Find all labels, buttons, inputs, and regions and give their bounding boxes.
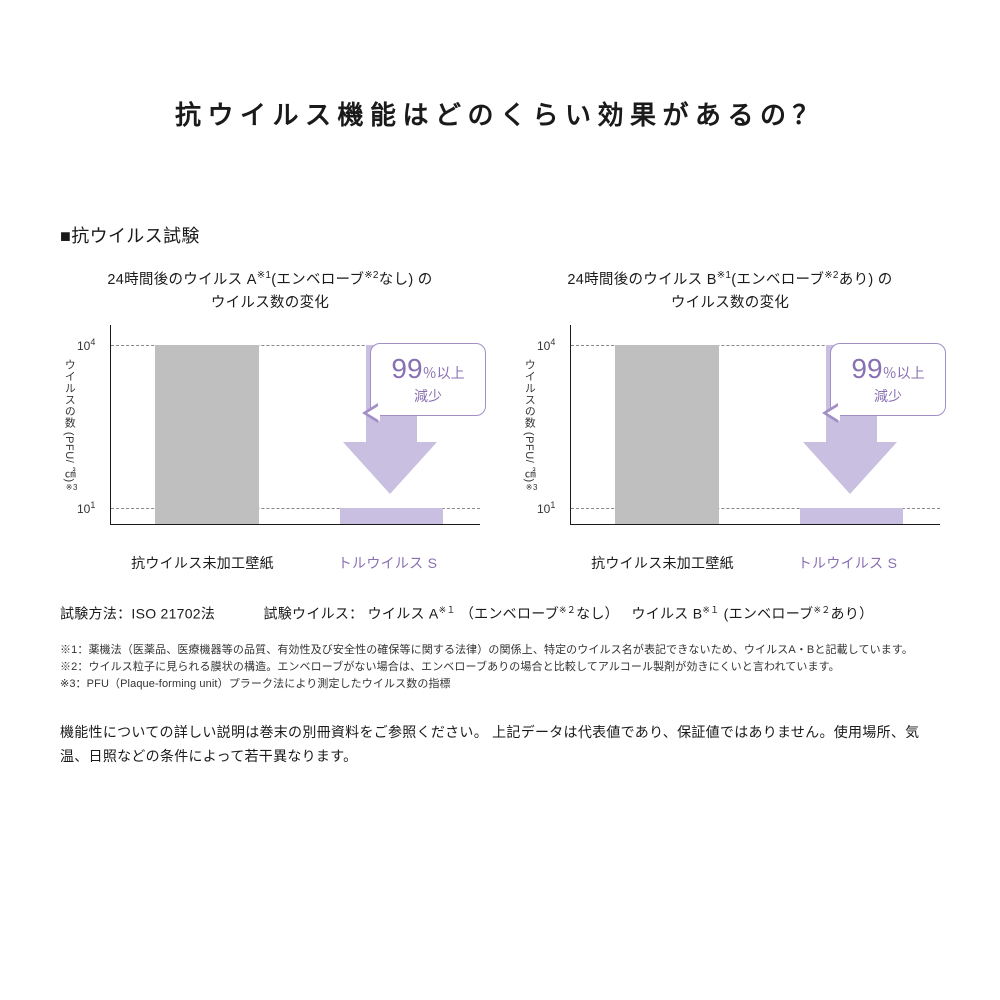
disclaimer: 機能性についての詳しい説明は巻末の別冊資料をご参照ください。 上記データは代表値…: [60, 721, 940, 769]
bar-treated: [340, 508, 443, 524]
footnote-1: ※1：薬機法（医薬品、医療機器等の品質、有効性及び安全性の確保等に関する法律）の…: [60, 642, 940, 659]
chart-a-title: 24時間後のウイルス A※1(エンベローブ※2なし) の ウイルス数の変化: [60, 268, 480, 315]
page-headline: 抗ウイルス機能はどのくらい効果があるの？: [60, 95, 940, 132]
chart-a-ylabel: ウイルスの数 (PFU/ ㎠)※3: [60, 325, 80, 525]
chart-b-plot: 10410199％以上減少: [570, 325, 940, 525]
callout-tail-inner: [367, 405, 380, 421]
chart-b-xlabel-treated: トルウイルス S: [755, 553, 940, 573]
chart-b-xlabel-untreated: 抗ウイルス未加工壁紙: [570, 553, 755, 573]
bar-untreated: [155, 345, 258, 524]
ytick: 104: [77, 337, 95, 353]
chart-a-plot: 10410199％以上減少: [110, 325, 480, 525]
reduction-arrow-head: [343, 442, 437, 494]
reduction-callout: 99％以上減少: [830, 343, 946, 415]
test-method-line: 試験方法：ISO 21702法 試験ウイルス： ウイルス A※１ （エンベローブ…: [60, 603, 940, 624]
footnote-2: ※2：ウイルス粒子に見られる膜状の構造。エンベローブがない場合は、エンベローブあ…: [60, 659, 940, 676]
charts-row: 24時間後のウイルス A※1(エンベローブ※2なし) の ウイルス数の変化 ウイ…: [60, 268, 940, 573]
ytick: 101: [537, 500, 555, 516]
bar-untreated: [615, 345, 718, 524]
section-title: ■抗ウイルス試験: [60, 222, 940, 248]
bar-treated: [800, 508, 903, 524]
chart-a-xlabel-untreated: 抗ウイルス未加工壁紙: [110, 553, 295, 573]
chart-a-xlabel-treated: トルウイルス S: [295, 553, 480, 573]
footnotes: ※1：薬機法（医薬品、医療機器等の品質、有効性及び安全性の確保等に関する法律）の…: [60, 642, 940, 693]
footnote-3: ※3：PFU（Plaque-forming unit）プラーク法により測定したウ…: [60, 676, 940, 693]
callout-tail-inner: [827, 405, 840, 421]
chart-b-title: 24時間後のウイルス B※1(エンベローブ※2あり) の ウイルス数の変化: [520, 268, 940, 315]
chart-a: 24時間後のウイルス A※1(エンベローブ※2なし) の ウイルス数の変化 ウイ…: [60, 268, 480, 573]
reduction-callout: 99％以上減少: [370, 343, 486, 415]
chart-b-ylabel: ウイルスの数 (PFU/ ㎠)※3: [520, 325, 540, 525]
chart-b: 24時間後のウイルス B※1(エンベローブ※2あり) の ウイルス数の変化 ウイ…: [520, 268, 940, 573]
reduction-arrow-head: [803, 442, 897, 494]
ytick: 101: [77, 500, 95, 516]
ytick: 104: [537, 337, 555, 353]
